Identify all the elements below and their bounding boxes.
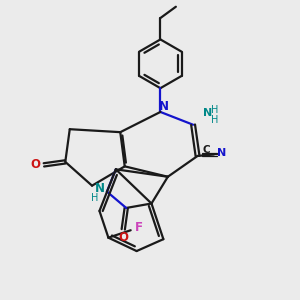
Text: O: O xyxy=(31,158,40,171)
Text: H: H xyxy=(211,105,218,115)
Text: H: H xyxy=(211,115,218,125)
Text: F: F xyxy=(135,221,143,234)
Text: N: N xyxy=(94,182,104,195)
Text: C: C xyxy=(202,145,210,155)
Text: O: O xyxy=(118,231,128,244)
Text: N: N xyxy=(159,100,169,113)
Text: N: N xyxy=(203,108,213,118)
Text: N: N xyxy=(217,148,226,158)
Text: H: H xyxy=(91,193,99,203)
